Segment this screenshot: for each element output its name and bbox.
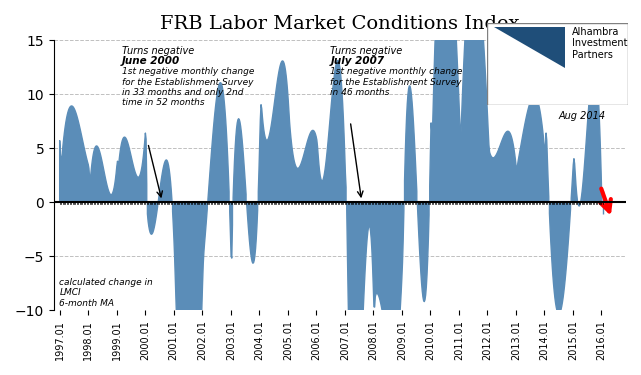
Text: Turns negative: Turns negative <box>330 45 403 56</box>
Polygon shape <box>494 27 565 68</box>
Text: Alhambra
Investment
Partners: Alhambra Investment Partners <box>572 27 628 60</box>
Text: Turns negative: Turns negative <box>122 45 194 56</box>
Text: Aug 2014: Aug 2014 <box>558 111 606 121</box>
Text: calculated change in
LMCI
6-month MA: calculated change in LMCI 6-month MA <box>60 278 153 308</box>
Text: June 2000: June 2000 <box>122 56 180 66</box>
Text: 1st negative monthly change
for the Establishment Survey
in 46 months: 1st negative monthly change for the Esta… <box>330 67 463 97</box>
Title: FRB Labor Market Conditions Index: FRB Labor Market Conditions Index <box>160 15 520 33</box>
Text: 1st negative monthly change
for the Establishment Survey
in 33 months and only 2: 1st negative monthly change for the Esta… <box>122 67 254 107</box>
Text: July 2007: July 2007 <box>330 56 385 66</box>
